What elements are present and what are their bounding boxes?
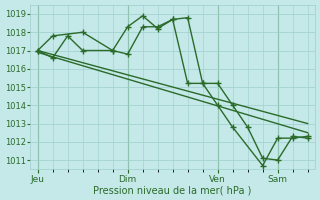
X-axis label: Pression niveau de la mer( hPa ): Pression niveau de la mer( hPa )	[93, 185, 252, 195]
